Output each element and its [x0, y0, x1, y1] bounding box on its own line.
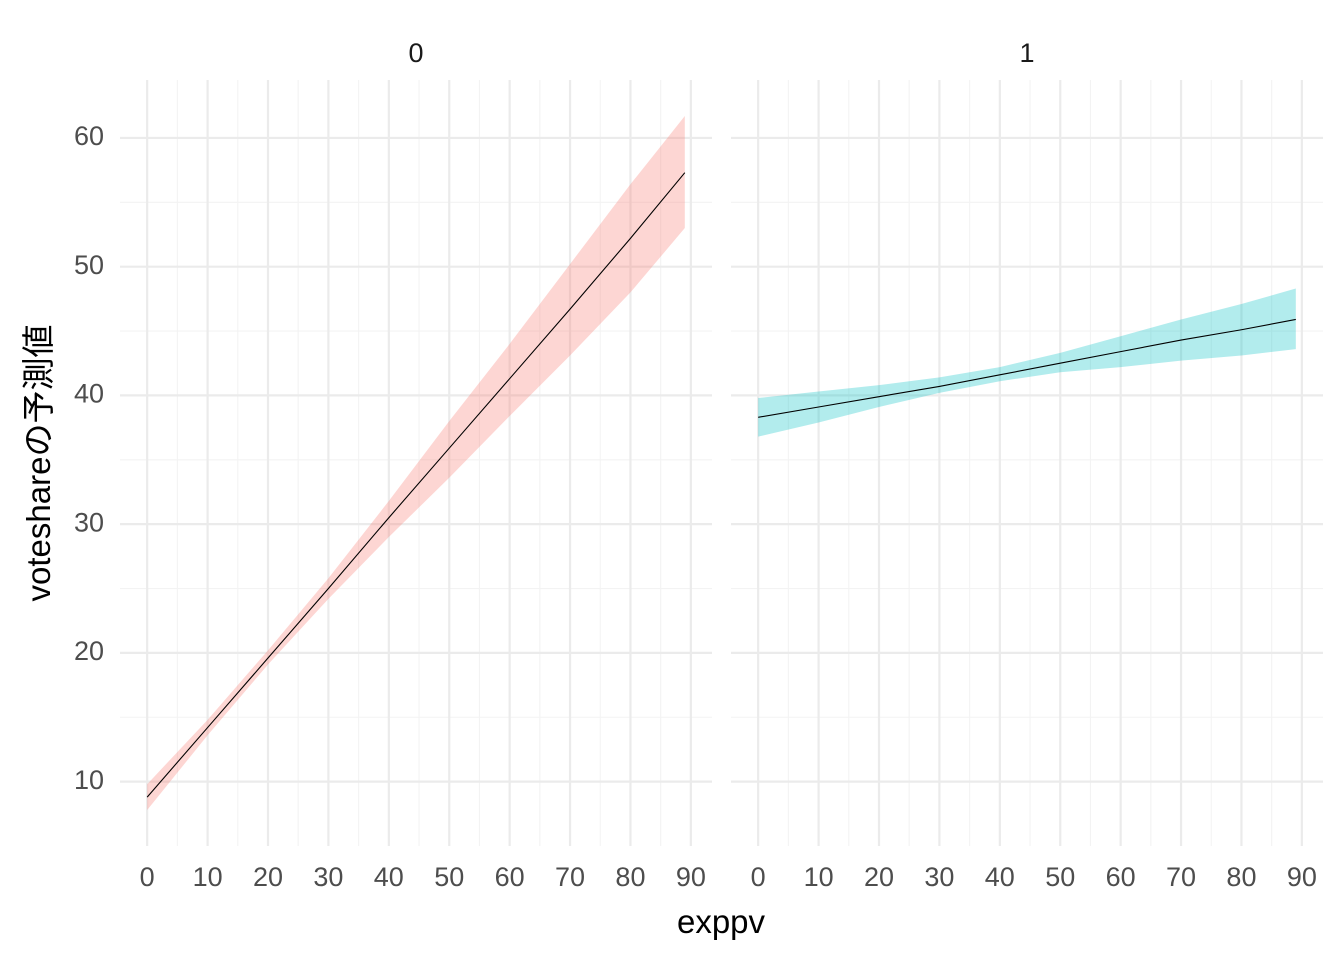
y-tick-label: 40	[74, 379, 104, 409]
y-tick-label: 20	[74, 636, 104, 666]
x-tick-label: 20	[864, 862, 894, 892]
x-tick-label: 40	[374, 862, 404, 892]
x-tick-label: 20	[253, 862, 283, 892]
x-tick-label: 70	[555, 862, 585, 892]
confidence-band-1	[758, 288, 1296, 437]
facet-strip-label: 0	[408, 38, 423, 68]
y-axis: 10 20 30 40 50 60	[74, 121, 104, 795]
fit-line-1	[758, 318, 1296, 418]
x-axis-title: exppv	[677, 903, 766, 940]
x-tick-label: 50	[434, 862, 464, 892]
y-tick-label: 50	[74, 250, 104, 280]
x-tick-label: 80	[615, 862, 645, 892]
x-tick-label: 30	[313, 862, 343, 892]
confidence-band-0	[147, 116, 685, 810]
y-tick-label: 10	[74, 765, 104, 795]
facet-panel-1: 0 10 20 30 40 50 60 70 80 90 1	[731, 38, 1323, 892]
x-tick-label: 80	[1226, 862, 1256, 892]
x-tick-label: 90	[1287, 862, 1317, 892]
fit-line-0	[146, 172, 686, 798]
x-tick-label: 60	[495, 862, 525, 892]
x-tick-label: 90	[676, 862, 706, 892]
y-tick-label: 30	[74, 507, 104, 537]
facet-panels: 0 10 20 30 40 50 60 70 80 90 0 0 10 20 30 40 50 60 70 80 90 1	[120, 38, 1323, 892]
y-tick-label: 60	[74, 121, 104, 151]
x-tick-label: 30	[924, 862, 954, 892]
x-tick-label: 0	[751, 862, 766, 892]
x-tick-label: 10	[804, 862, 834, 892]
x-tick-label: 50	[1045, 862, 1075, 892]
x-tick-label: 10	[193, 862, 223, 892]
facet-panel-0: 0 10 20 30 40 50 60 70 80 90 0	[120, 38, 712, 892]
y-axis-title: voteshareの予測値	[20, 325, 57, 602]
x-tick-label: 0	[140, 862, 155, 892]
x-tick-label: 40	[985, 862, 1015, 892]
x-tick-label: 60	[1106, 862, 1136, 892]
x-tick-label: 70	[1166, 862, 1196, 892]
facet-strip-label: 1	[1019, 38, 1034, 68]
